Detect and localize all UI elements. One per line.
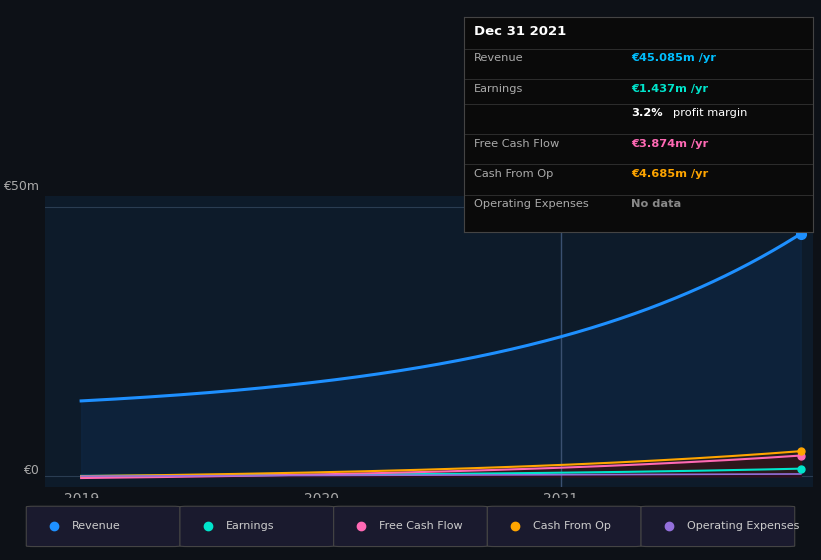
Text: Operating Expenses: Operating Expenses (686, 521, 799, 531)
Text: €45.085m /yr: €45.085m /yr (631, 53, 717, 63)
Text: €1.437m /yr: €1.437m /yr (631, 83, 709, 94)
FancyBboxPatch shape (26, 506, 180, 547)
Text: Cash From Op: Cash From Op (475, 169, 553, 179)
Text: Cash From Op: Cash From Op (533, 521, 611, 531)
FancyBboxPatch shape (180, 506, 333, 547)
Text: Dec 31 2021: Dec 31 2021 (475, 25, 566, 39)
Text: €4.685m /yr: €4.685m /yr (631, 169, 709, 179)
Text: Revenue: Revenue (72, 521, 121, 531)
FancyBboxPatch shape (333, 506, 488, 547)
Text: €50m: €50m (3, 180, 39, 193)
Text: No data: No data (631, 199, 681, 209)
Text: Free Cash Flow: Free Cash Flow (379, 521, 463, 531)
Text: 3.2%: 3.2% (631, 109, 663, 118)
Text: Free Cash Flow: Free Cash Flow (475, 139, 560, 148)
Text: Earnings: Earnings (226, 521, 274, 531)
FancyBboxPatch shape (488, 506, 641, 547)
FancyBboxPatch shape (641, 506, 795, 547)
Text: Earnings: Earnings (475, 83, 524, 94)
Text: Revenue: Revenue (475, 53, 524, 63)
Text: €0: €0 (23, 464, 39, 477)
Text: €3.874m /yr: €3.874m /yr (631, 139, 709, 148)
Text: Operating Expenses: Operating Expenses (475, 199, 589, 209)
Text: profit margin: profit margin (673, 109, 748, 118)
